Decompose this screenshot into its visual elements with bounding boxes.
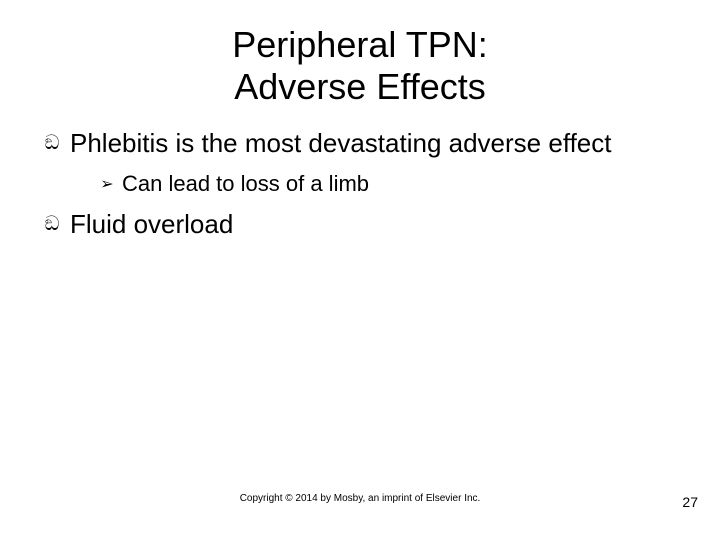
- title-line-1: Peripheral TPN:: [0, 24, 720, 66]
- bullet-icon: ඞ: [34, 209, 70, 236]
- slide-title: Peripheral TPN: Adverse Effects: [0, 0, 720, 108]
- bullet-text: Can lead to loss of a limb: [122, 171, 720, 197]
- triangle-bullet-icon: ➢: [92, 171, 122, 194]
- page-number: 27: [682, 494, 698, 510]
- bullet-item: ඞ Fluid overload: [0, 209, 720, 240]
- copyright-text: Copyright © 2014 by Mosby, an imprint of…: [0, 493, 720, 504]
- title-line-2: Adverse Effects: [0, 66, 720, 108]
- bullet-sub-item: ➢ Can lead to loss of a limb: [0, 171, 720, 197]
- bullet-text: Fluid overload: [70, 209, 720, 240]
- bullet-text: Phlebitis is the most devastating advers…: [70, 128, 720, 159]
- bullet-icon: ඞ: [34, 128, 70, 155]
- slide-body: ඞ Phlebitis is the most devastating adve…: [0, 108, 720, 240]
- bullet-item: ඞ Phlebitis is the most devastating adve…: [0, 128, 720, 159]
